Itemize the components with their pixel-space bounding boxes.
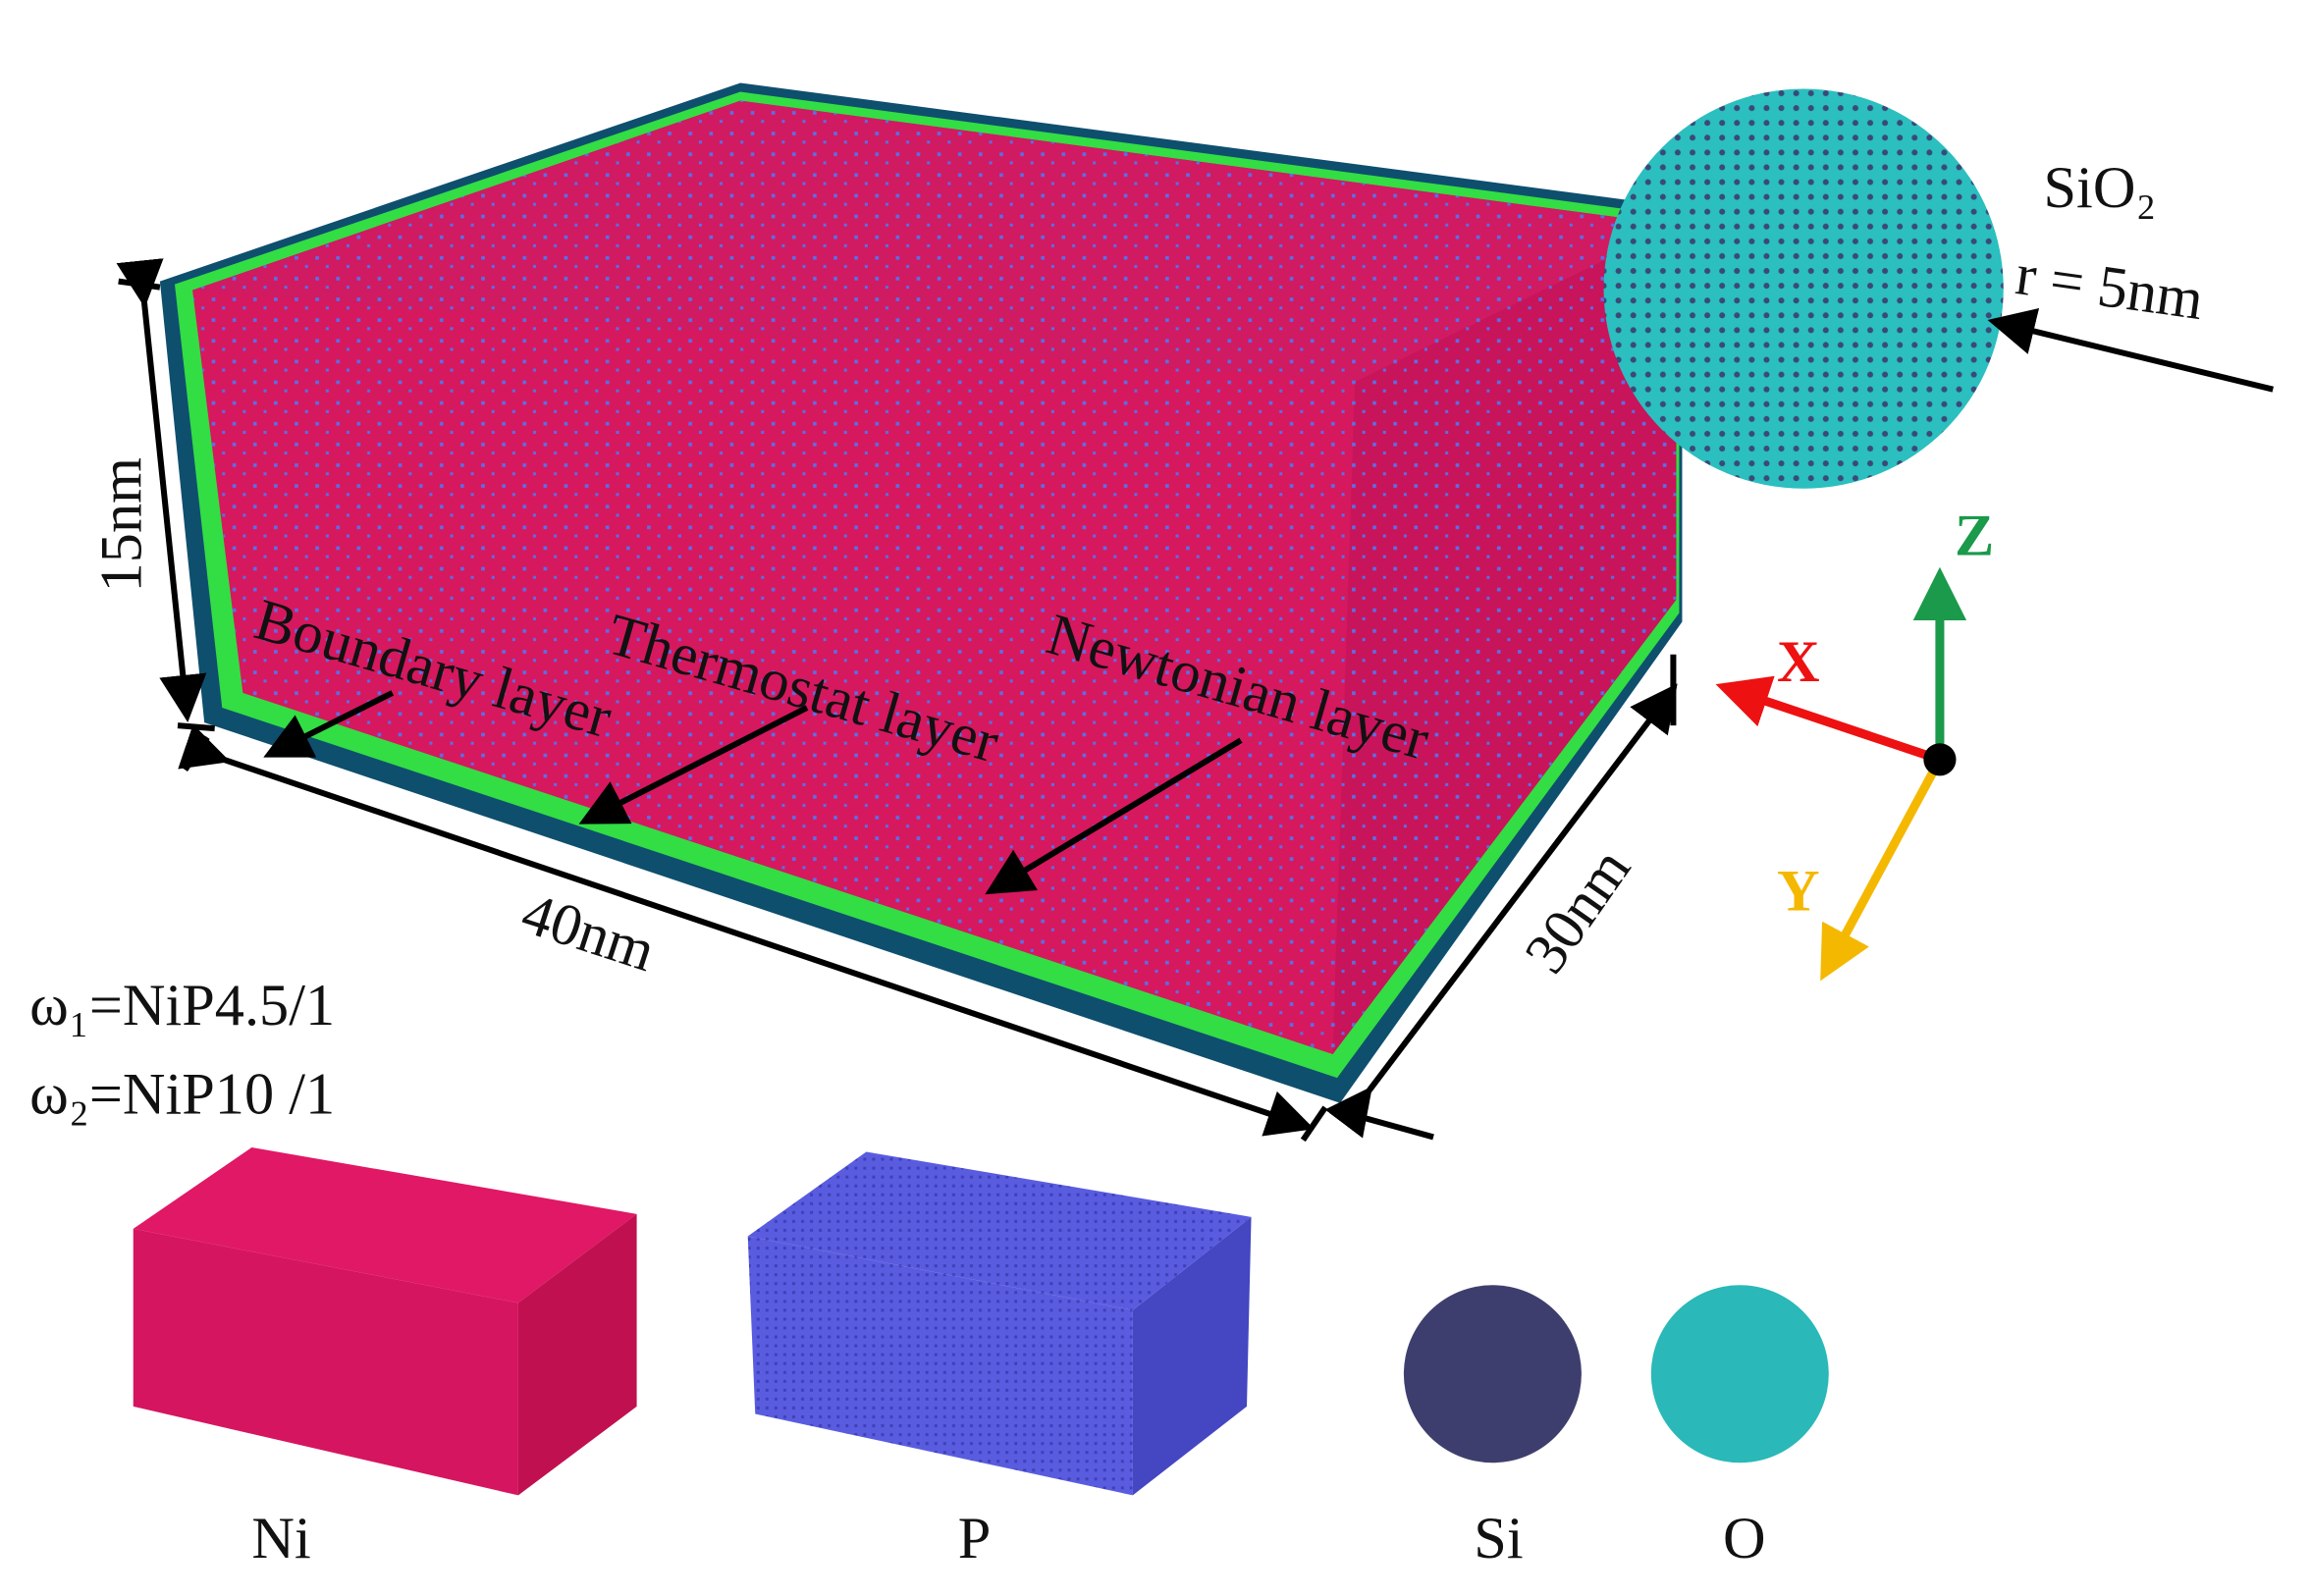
dimension-label: 40nm	[514, 880, 663, 984]
dimension-lines	[116, 258, 2275, 1143]
axis-label: Y	[1777, 859, 1820, 925]
particle	[1603, 88, 2004, 489]
element-label: Si	[1474, 1506, 1523, 1571]
element-label: Ni	[251, 1506, 310, 1571]
axis-label: Z	[1955, 504, 1994, 569]
substrate	[159, 82, 1683, 1103]
dimension-label: 30nm	[1512, 837, 1643, 985]
dimension-label: 15nm	[88, 457, 154, 592]
element-label: O	[1723, 1506, 1766, 1571]
ratio-label: ω₁=NiP4.5/1	[29, 973, 335, 1038]
element-label: P	[958, 1506, 992, 1571]
particle-label: SiO₂	[2044, 155, 2157, 221]
ratio-label: ω₂=NiP10 /1	[29, 1061, 335, 1127]
axes: Z X Y	[1715, 504, 1994, 982]
radius-label: r = 5nm	[2012, 241, 2207, 333]
axis-label: X	[1777, 629, 1820, 695]
legend: Ni P Si O	[133, 1146, 1829, 1571]
